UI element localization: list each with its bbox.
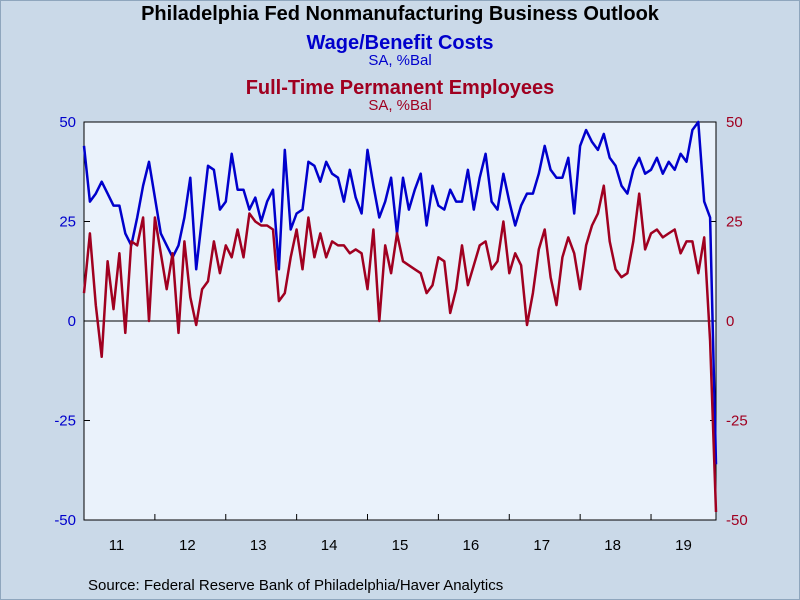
y-tick-label-right: -50 (726, 512, 748, 529)
y-tick-label-left: -50 (54, 512, 76, 529)
x-tick-label: 13 (250, 537, 267, 554)
series-line-2 (82, 184, 718, 513)
x-tick-label: 11 (109, 537, 125, 554)
y-tick-label-left: 50 (59, 114, 76, 131)
y-tick-label-right: 0 (726, 313, 734, 330)
chart-title: Philadelphia Fed Nonmanufacturing Busine… (141, 3, 659, 25)
y-tick-label-left: 0 (68, 313, 76, 330)
y-tick-label-left: -25 (54, 413, 76, 430)
series-line-1 (82, 120, 718, 465)
x-tick-label: 12 (179, 537, 196, 554)
x-tick-label: 19 (675, 537, 692, 554)
x-tick-label: 17 (533, 537, 550, 554)
y-tick-label-right: 50 (726, 114, 743, 131)
series-2-unit: SA, %Bal (368, 97, 432, 114)
y-tick-label-right: 25 (726, 214, 743, 231)
x-tick-label: 14 (321, 537, 338, 554)
series-1-title: Wage/Benefit Costs (306, 32, 494, 54)
y-tick-label-left: 25 (59, 214, 76, 231)
source-note: Source: Federal Reserve Bank of Philadel… (88, 577, 504, 594)
x-tick-label: 15 (392, 537, 409, 554)
y-tick-label-right: -25 (726, 413, 748, 430)
x-tick-label: 16 (463, 537, 480, 554)
series-1-unit: SA, %Bal (368, 52, 432, 69)
series-2-title: Full-Time Permanent Employees (245, 77, 555, 99)
x-tick-label: 18 (604, 537, 621, 554)
